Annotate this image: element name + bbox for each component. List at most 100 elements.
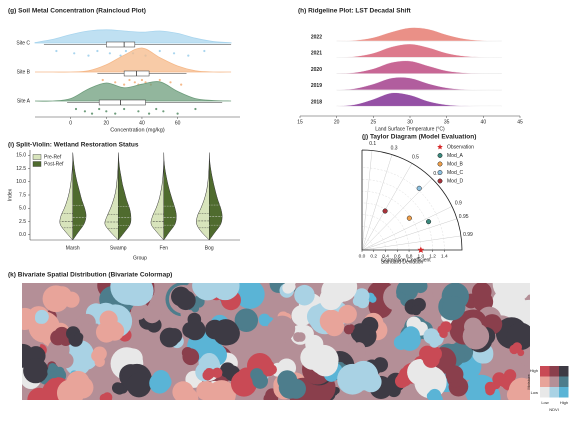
map-blob [74,332,84,342]
corr-axis-label: Correlation Coefficient [381,257,431,263]
x-tick-label: 0.2 [370,253,377,259]
std-grid [361,202,410,251]
map-blob [202,384,226,400]
map-blob [348,360,379,391]
obs-point [417,246,425,253]
std-grid [361,226,386,251]
map-blob [149,372,170,394]
corr-grid [361,163,413,251]
corr-tick-label: 0.5 [412,155,419,161]
map-blob [55,366,65,376]
rain-point [155,107,158,111]
violin-half [72,152,87,241]
y-tick-label: 5.0 [19,206,26,212]
map-blob [514,283,530,295]
model-point [416,185,422,191]
map-blob [413,283,428,294]
violin-half [150,152,165,241]
rain-point [158,78,161,82]
map-blob [173,383,191,400]
violin-half [196,152,210,241]
x-tick-label: 0 [69,120,72,126]
map-blob [159,327,180,348]
legend-tick-label: High [560,400,568,405]
x-tick-label: 1.4 [441,253,448,259]
rain-point [158,49,161,53]
legend-cell [549,366,559,377]
panel-title: (h) Ridgeline Plot: LST Decadal Shift [298,8,412,15]
map-blob [105,321,125,341]
map-blob [80,322,93,335]
map-blob [92,346,107,361]
map-blob [212,319,240,346]
map-blob [509,344,519,355]
violin-half [209,152,223,241]
legend-label: Post-Ref [44,161,64,167]
map-blob [442,295,464,317]
map-blob [398,328,421,351]
y-tick-label: 15.0 [16,153,26,159]
corr-grid [361,154,393,251]
rain-point [114,112,117,115]
corr-grid [361,150,373,251]
rain-point [105,110,108,113]
x-tick-label: 45 [517,119,523,125]
std-grid [361,167,445,251]
y-tick-label: Site A [17,98,31,104]
rain-point [108,52,111,55]
x-tick-label: 30 [407,119,413,125]
map-blob [23,358,49,384]
corr-grid [361,218,458,251]
map-blob [350,323,371,343]
box [98,99,146,106]
map-blob [324,316,345,337]
std-grid [361,190,422,251]
y-tick-label: 12.5 [16,166,26,172]
map-blob [42,285,70,313]
rain-point [172,52,176,55]
map-blob [50,329,66,346]
legend-marker [437,153,443,158]
rain-point [119,54,122,57]
x-tick-label: 1.2 [429,253,436,259]
legend-swatch [32,154,42,160]
rain-point [83,110,87,113]
x-tick-label: 60 [175,120,181,126]
rain-point [98,107,101,111]
map-blob [123,283,154,307]
x-tick-label: Bog [205,245,214,251]
rain-point [140,78,144,82]
legend-cell [559,376,569,387]
map-blob [484,381,497,393]
x-tick-label: 15 [297,119,303,125]
map-blob [437,325,447,335]
corr-tick-label: 0.3 [391,145,398,151]
legend-cell [559,387,569,398]
ridge [336,77,502,91]
x-tick-label: 20 [104,120,110,126]
legend-cell [549,376,559,387]
panel-title: (i) Split-Violin: Wetland Restoration St… [8,142,139,149]
legend-label: Observation [447,144,474,150]
legend-tick-label: Low [531,390,538,395]
rain-point [87,54,90,57]
density-cloud [35,47,232,73]
map-blob [252,373,269,389]
legend-cell [559,366,569,377]
model-point [426,219,432,225]
x-tick-label: Fen [159,245,168,251]
map-blob [212,367,223,378]
map-blob [35,309,49,324]
rain-point [187,54,190,57]
map-blob [351,344,366,359]
map-blob [354,288,370,304]
x-tick-label: 25 [371,119,377,125]
legend-x-label: NDVI [549,407,559,412]
map-blob [182,348,200,366]
corr-tick-label: 0.1 [369,141,376,147]
map-blob [506,322,530,351]
map-blob [327,283,358,302]
legend-cell [540,387,550,398]
legend-cell [540,376,550,387]
